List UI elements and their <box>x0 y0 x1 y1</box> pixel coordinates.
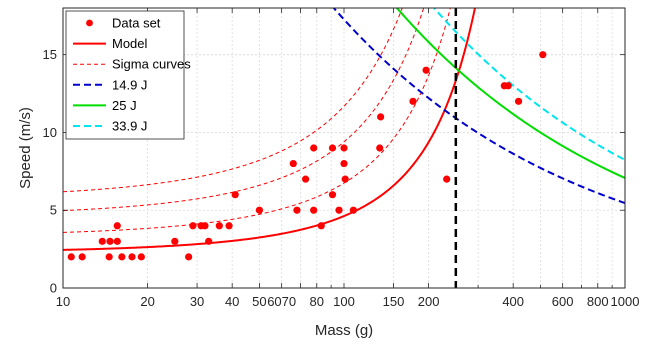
data-point <box>67 253 75 261</box>
data-point <box>205 237 213 245</box>
legend-label: Data set <box>112 16 161 31</box>
curves <box>63 8 625 251</box>
x-axis-label: Mass (g) <box>315 322 373 339</box>
sigma-curve <box>63 8 425 212</box>
data-point <box>310 206 318 214</box>
data-point <box>539 51 547 59</box>
data-point <box>328 144 337 152</box>
x-tick-label: 6070 <box>267 294 296 309</box>
x-tick-label: 400 <box>502 294 524 309</box>
data-point <box>98 237 106 245</box>
x-tick-label: 150 <box>383 294 405 309</box>
data-point <box>409 97 417 105</box>
data-point <box>310 144 318 152</box>
data-point <box>171 237 179 245</box>
data-point <box>106 237 114 245</box>
data-point <box>340 144 348 152</box>
model-curve <box>63 8 476 251</box>
data-point <box>189 222 197 230</box>
ticks: 10 20 30 40 50 6070 80 100 150 200 400 600 800 1000 0 5… <box>43 8 640 309</box>
x-tick-label: 200 <box>418 294 440 309</box>
legend-box <box>65 10 185 140</box>
legend-label: 25 J <box>112 98 137 113</box>
grid <box>63 8 625 288</box>
x-tick-label: 40 <box>225 294 239 309</box>
data-point <box>504 82 512 90</box>
legend-label: Model <box>112 36 148 51</box>
y-tick-label: 10 <box>43 125 57 140</box>
x-tick-label: 100 <box>333 294 355 309</box>
data-point <box>231 191 239 199</box>
data-point <box>113 237 121 245</box>
legend-label: Sigma curves <box>112 57 191 72</box>
data-point <box>128 253 136 261</box>
energy-curve <box>395 8 625 179</box>
data-point <box>349 206 357 214</box>
y-tick-label: 15 <box>43 47 57 62</box>
data-point <box>377 113 385 121</box>
data-point <box>113 222 121 230</box>
x-tick-label: 10 <box>56 294 70 309</box>
data-point <box>376 144 384 152</box>
x-tick-label: 30 <box>190 294 204 309</box>
x-tick-label: 50 <box>252 294 266 309</box>
x-tick-label: 600 <box>552 294 574 309</box>
data-point <box>185 253 193 261</box>
data-point <box>335 206 343 214</box>
x-tick-label: 800 <box>587 294 609 309</box>
x-tick-label: 20 <box>140 294 154 309</box>
data-point <box>443 175 451 183</box>
data-points <box>67 51 547 261</box>
x-tick-label: 80 <box>310 294 324 309</box>
y-tick-label: 0 <box>50 281 57 296</box>
data-point <box>78 253 86 261</box>
data-point <box>293 206 301 214</box>
data-point <box>341 175 349 183</box>
data-point <box>301 175 310 183</box>
legend: Data set Model Sigma curves 14.9 J 25 J 33.9 … <box>65 10 191 140</box>
data-point <box>137 253 145 261</box>
y-axis-label: Speed (m/s) <box>17 107 34 189</box>
legend-label: 14.9 J <box>112 77 147 92</box>
data-point <box>118 253 126 261</box>
data-point <box>201 222 209 230</box>
y-tick-label: 5 <box>50 203 57 218</box>
data-point <box>340 159 348 168</box>
energy-curve <box>332 8 625 205</box>
data-point <box>255 206 264 214</box>
data-point <box>328 191 337 199</box>
data-point <box>514 97 523 105</box>
data-point <box>215 222 223 230</box>
data-point <box>317 222 325 230</box>
legend-label: 33.9 J <box>112 119 147 134</box>
sigma-curve <box>63 8 403 193</box>
data-point <box>225 222 233 230</box>
data-point <box>105 253 113 261</box>
x-tick-label: 1000 <box>611 294 640 309</box>
legend-marker <box>86 19 93 27</box>
data-point <box>422 66 430 74</box>
sigma-curve <box>63 8 451 233</box>
data-point <box>289 159 297 168</box>
